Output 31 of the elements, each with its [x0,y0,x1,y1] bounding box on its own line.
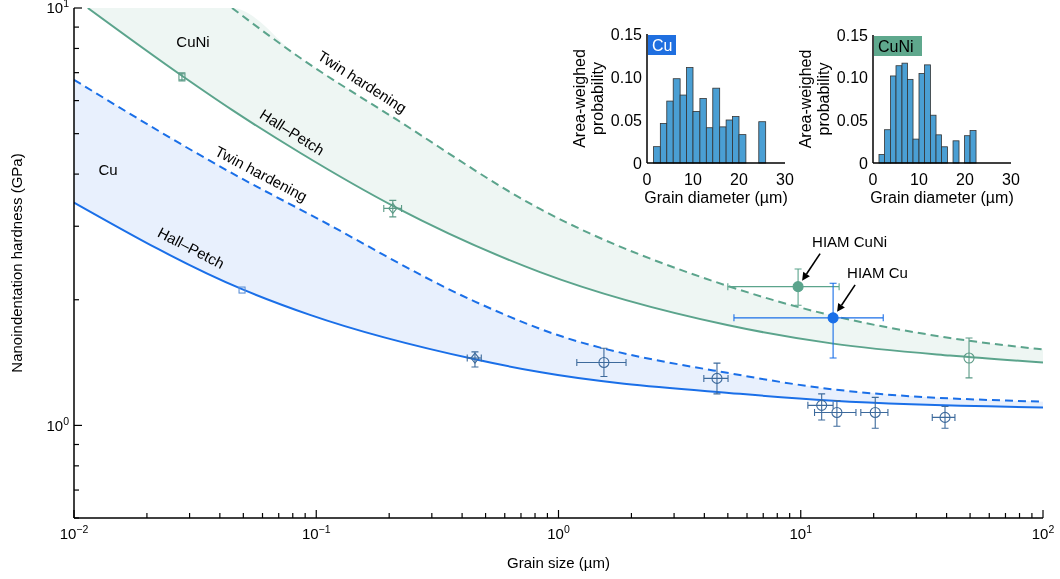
chart-title: Cu [652,37,673,54]
x-tick-label: 10$^{2}$ [1031,523,1055,542]
text: HIAM CuNi [812,232,888,250]
x-tick-label: 20 [956,171,974,188]
y-tick-label: 0.15 [610,25,643,43]
annotation: Cu [98,161,118,178]
annotation: CuNi [176,33,210,50]
y-tick-label: 0 [859,154,869,172]
chart-title: CuNi [878,38,914,55]
y-tick-label: 0.05 [836,111,869,129]
x-tick-label: 10$^{−2}$ [59,523,89,542]
y-axis-title: Nanoindentation hardness (GPa) [8,153,25,373]
text: HIAM Cu [847,263,908,281]
x-tick-label: 30 [776,171,794,188]
y-tick-label: 0.10 [610,68,643,86]
y-axis-title: Area-weighed probability [571,49,606,148]
x-tick-label: 20 [730,171,748,188]
y-tick-label: 0.15 [836,26,869,44]
x-tick-label: 10$^{0}$ [547,523,570,542]
x-tick-label: 30 [1002,171,1020,188]
x-tick-label: 10$^{−1}$ [301,523,331,542]
x-axis-title: Grain diameter (µm) [644,189,788,206]
y-tick-label: 0.10 [836,69,869,87]
x-tick-label: 10$^{1}$ [789,523,813,542]
y-tick-label: 0.05 [610,111,643,129]
x-tick-label: 10 [910,171,928,188]
y-axis-title: Area-weighed probability [797,49,832,149]
x-tick-label: 10 [684,171,702,188]
x-axis-title: Grain size (µm) [507,554,610,571]
y-tick-label: 0 [633,154,643,172]
x-axis-title: Grain diameter (µm) [870,189,1014,206]
